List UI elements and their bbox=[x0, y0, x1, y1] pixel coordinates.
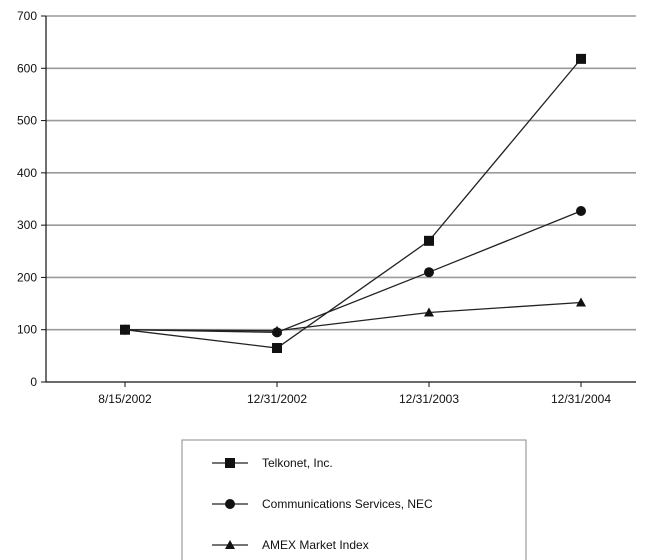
series-line bbox=[124, 210, 582, 333]
y-tick-label: 600 bbox=[17, 61, 37, 75]
legend-item: Communications Services, NEC bbox=[212, 497, 433, 511]
x-tick-label: 12/31/2002 bbox=[247, 392, 307, 406]
legend-item: Telkonet, Inc. bbox=[212, 456, 333, 470]
legend-box bbox=[181, 439, 527, 560]
data-point bbox=[120, 324, 130, 334]
y-tick-label: 700 bbox=[17, 9, 37, 23]
series-lines bbox=[120, 53, 586, 354]
data-point bbox=[424, 267, 434, 278]
y-tick-label: 400 bbox=[17, 166, 37, 180]
data-point bbox=[576, 206, 586, 217]
legend-label: AMEX Market Index bbox=[262, 538, 369, 552]
legend-marker-square-icon bbox=[225, 458, 235, 468]
legend: Telkonet, Inc. Communications Services, N… bbox=[181, 439, 527, 560]
data-point bbox=[272, 343, 282, 354]
legend-label: Telkonet, Inc. bbox=[262, 456, 333, 470]
x-tick-label: 8/15/2002 bbox=[98, 392, 152, 406]
y-tick-label: 500 bbox=[17, 114, 37, 128]
data-point bbox=[576, 297, 586, 307]
series-triangle bbox=[120, 297, 586, 335]
y-tick-label: 0 bbox=[30, 375, 37, 389]
data-point bbox=[424, 235, 434, 246]
series-square bbox=[120, 53, 586, 354]
axes bbox=[41, 15, 636, 387]
y-tick-label: 100 bbox=[17, 323, 37, 337]
data-point bbox=[576, 53, 586, 64]
x-tick-label: 12/31/2003 bbox=[399, 392, 459, 406]
legend-marker-circle-icon bbox=[225, 499, 235, 509]
y-tick-labels: 0 100 200 300 400 500 600 700 bbox=[17, 9, 37, 389]
series-line bbox=[124, 58, 582, 349]
data-point bbox=[424, 307, 434, 317]
legend-marker-triangle-icon bbox=[225, 540, 235, 549]
x-tick-label: 12/31/2004 bbox=[551, 392, 611, 406]
grid-lines bbox=[46, 15, 636, 331]
x-tick-labels: 8/15/2002 12/31/2002 12/31/2003 12/31/2004 bbox=[98, 392, 611, 406]
legend-label: Communications Services, NEC bbox=[262, 497, 433, 511]
legend-item: AMEX Market Index bbox=[212, 538, 369, 552]
y-tick-label: 300 bbox=[17, 218, 37, 232]
data-point bbox=[272, 325, 282, 335]
series-line bbox=[124, 301, 582, 332]
y-tick-label: 200 bbox=[17, 270, 37, 284]
